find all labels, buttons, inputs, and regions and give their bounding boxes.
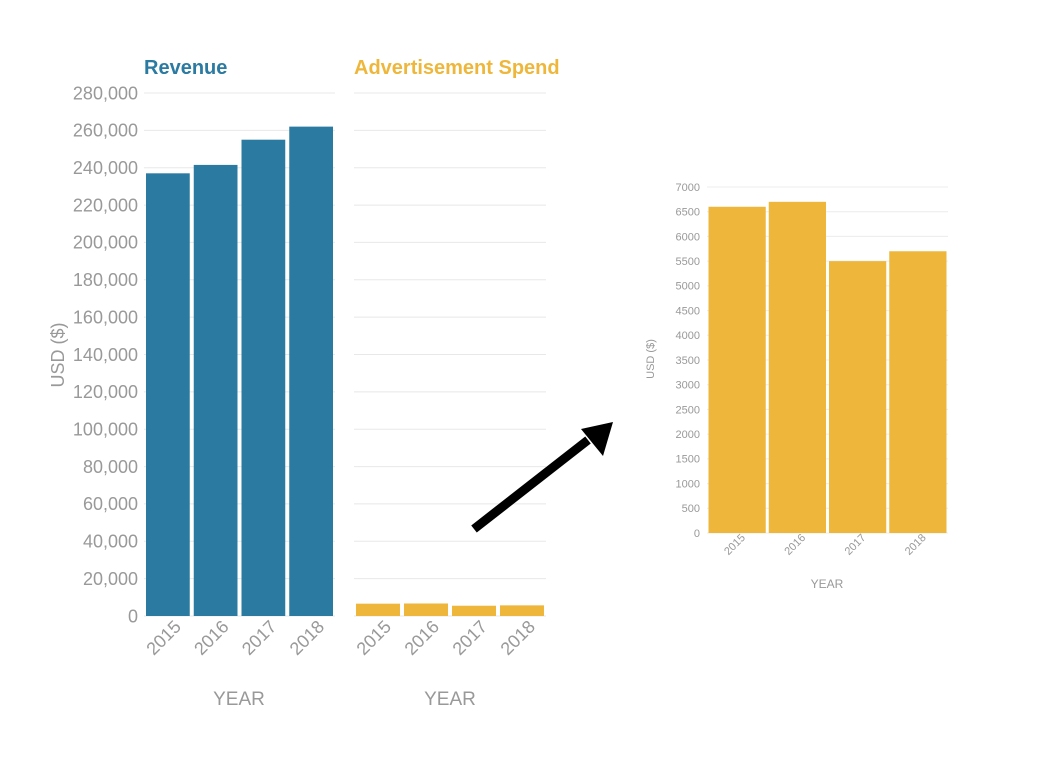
revenue-x-tick-label: 2017 xyxy=(238,617,280,659)
ad-spend-zoom-bar-2017 xyxy=(829,261,887,533)
ad-spend-zoom-x-tick-label: 2016 xyxy=(782,532,808,558)
ad-spend-zoom-y-tick-label: 3000 xyxy=(676,380,700,392)
revenue-bar-2016 xyxy=(193,164,238,616)
zoom-arrow-head xyxy=(581,422,613,456)
ad-spend-x-axis-label: YEAR xyxy=(424,689,476,710)
ad-spend-zoom-y-tick-label: 7000 xyxy=(676,182,700,194)
ad-spend-zoom-y-tick-label: 3500 xyxy=(676,355,700,367)
zoom-arrow xyxy=(471,422,613,533)
ad-spend-zoom-y-tick-label: 6000 xyxy=(676,231,700,243)
revenue-y-tick-label: 20,000 xyxy=(83,569,138,589)
ad-spend-zoom-y-tick-label: 4500 xyxy=(676,305,700,317)
ad-spend-zoom-x-tick-label: 2017 xyxy=(843,532,869,558)
revenue-y-tick-label: 0 xyxy=(128,606,138,626)
ad-spend-zoom-x-tick-label: 2018 xyxy=(903,532,929,558)
ad-spend-zoom-y-tick-label: 4000 xyxy=(676,330,700,342)
revenue-bar-2015 xyxy=(146,173,190,616)
revenue-y-tick-label: 260,000 xyxy=(73,121,138,141)
ad-spend-title: Advertisement Spend xyxy=(354,57,560,79)
ad-spend-bar-2015 xyxy=(356,603,400,616)
revenue-x-tick-label: 2015 xyxy=(142,617,184,659)
revenue-y-tick-label: 220,000 xyxy=(73,195,138,215)
ad-spend-zoom-bar-2015 xyxy=(708,206,766,533)
ad-spend-zoom-bar-2018 xyxy=(889,251,947,533)
revenue-y-tick-label: 40,000 xyxy=(83,532,138,552)
ad-spend-zoom-y-tick-label: 2000 xyxy=(676,429,700,441)
ad-spend-bar-2017 xyxy=(452,605,496,616)
revenue-y-tick-label: 60,000 xyxy=(83,494,138,514)
ad-spend-bar-2016 xyxy=(404,603,448,616)
zoom-arrow-shaft xyxy=(471,436,591,533)
revenue-bar-2017 xyxy=(241,139,286,617)
revenue-chart: Revenue USD ($) YEAR 0 20,000 40,000 60,000… xyxy=(48,57,335,710)
ad-spend-zoom-y-tick-label: 5000 xyxy=(676,281,700,293)
revenue-x-axis-label: YEAR xyxy=(213,689,265,710)
ad-spend-zoom-y-tick-label: 0 xyxy=(694,528,700,540)
ad-spend-zoom-y-axis-label: USD ($) xyxy=(645,339,657,379)
ad-spend-zoom-y-tick-label: 1000 xyxy=(676,478,700,490)
ad-spend-zoom-x-axis-label: YEAR xyxy=(811,577,844,591)
revenue-y-tick-label: 80,000 xyxy=(83,457,138,477)
revenue-y-tick-label: 180,000 xyxy=(73,270,138,290)
ad-spend-zoom-y-tick-label: 2500 xyxy=(676,404,700,416)
ad-spend-x-tick-label: 2015 xyxy=(353,617,395,659)
revenue-y-tick-label: 100,000 xyxy=(73,420,138,440)
ad-spend-x-tick-label: 2017 xyxy=(449,617,491,659)
revenue-y-tick-label: 120,000 xyxy=(73,382,138,402)
revenue-x-tick-label: 2016 xyxy=(190,617,232,659)
ad-spend-chart: Advertisement Spend YEAR 2015 2016 2017 201… xyxy=(353,57,560,710)
revenue-y-tick-label: 160,000 xyxy=(73,307,138,327)
revenue-y-tick-label: 200,000 xyxy=(73,233,138,253)
revenue-x-tick-label: 2018 xyxy=(286,617,328,659)
ad-spend-x-tick-label: 2016 xyxy=(401,617,443,659)
ad-spend-zoom-x-tick-label: 2015 xyxy=(722,532,748,558)
ad-spend-zoom-y-tick-label: 1500 xyxy=(676,454,700,466)
revenue-bar-2018 xyxy=(289,126,333,616)
ad-spend-zoom-y-tick-label: 500 xyxy=(682,503,700,515)
revenue-y-tick-label: 280,000 xyxy=(73,83,138,103)
ad-spend-bar-2018 xyxy=(500,605,544,616)
revenue-title: Revenue xyxy=(144,57,227,79)
revenue-y-axis-label: USD ($) xyxy=(48,322,68,387)
ad-spend-x-tick-label: 2018 xyxy=(497,617,539,659)
ad-spend-zoom-chart: USD ($) YEAR 0 500 1000 1500 2000 2500 3000 350… xyxy=(645,182,948,591)
revenue-y-tick-label: 240,000 xyxy=(73,158,138,178)
ad-spend-zoom-y-tick-label: 5500 xyxy=(676,256,700,268)
revenue-y-tick-label: 140,000 xyxy=(73,345,138,365)
ad-spend-zoom-y-tick-label: 6500 xyxy=(676,207,700,219)
ad-spend-zoom-bar-2016 xyxy=(768,201,826,534)
